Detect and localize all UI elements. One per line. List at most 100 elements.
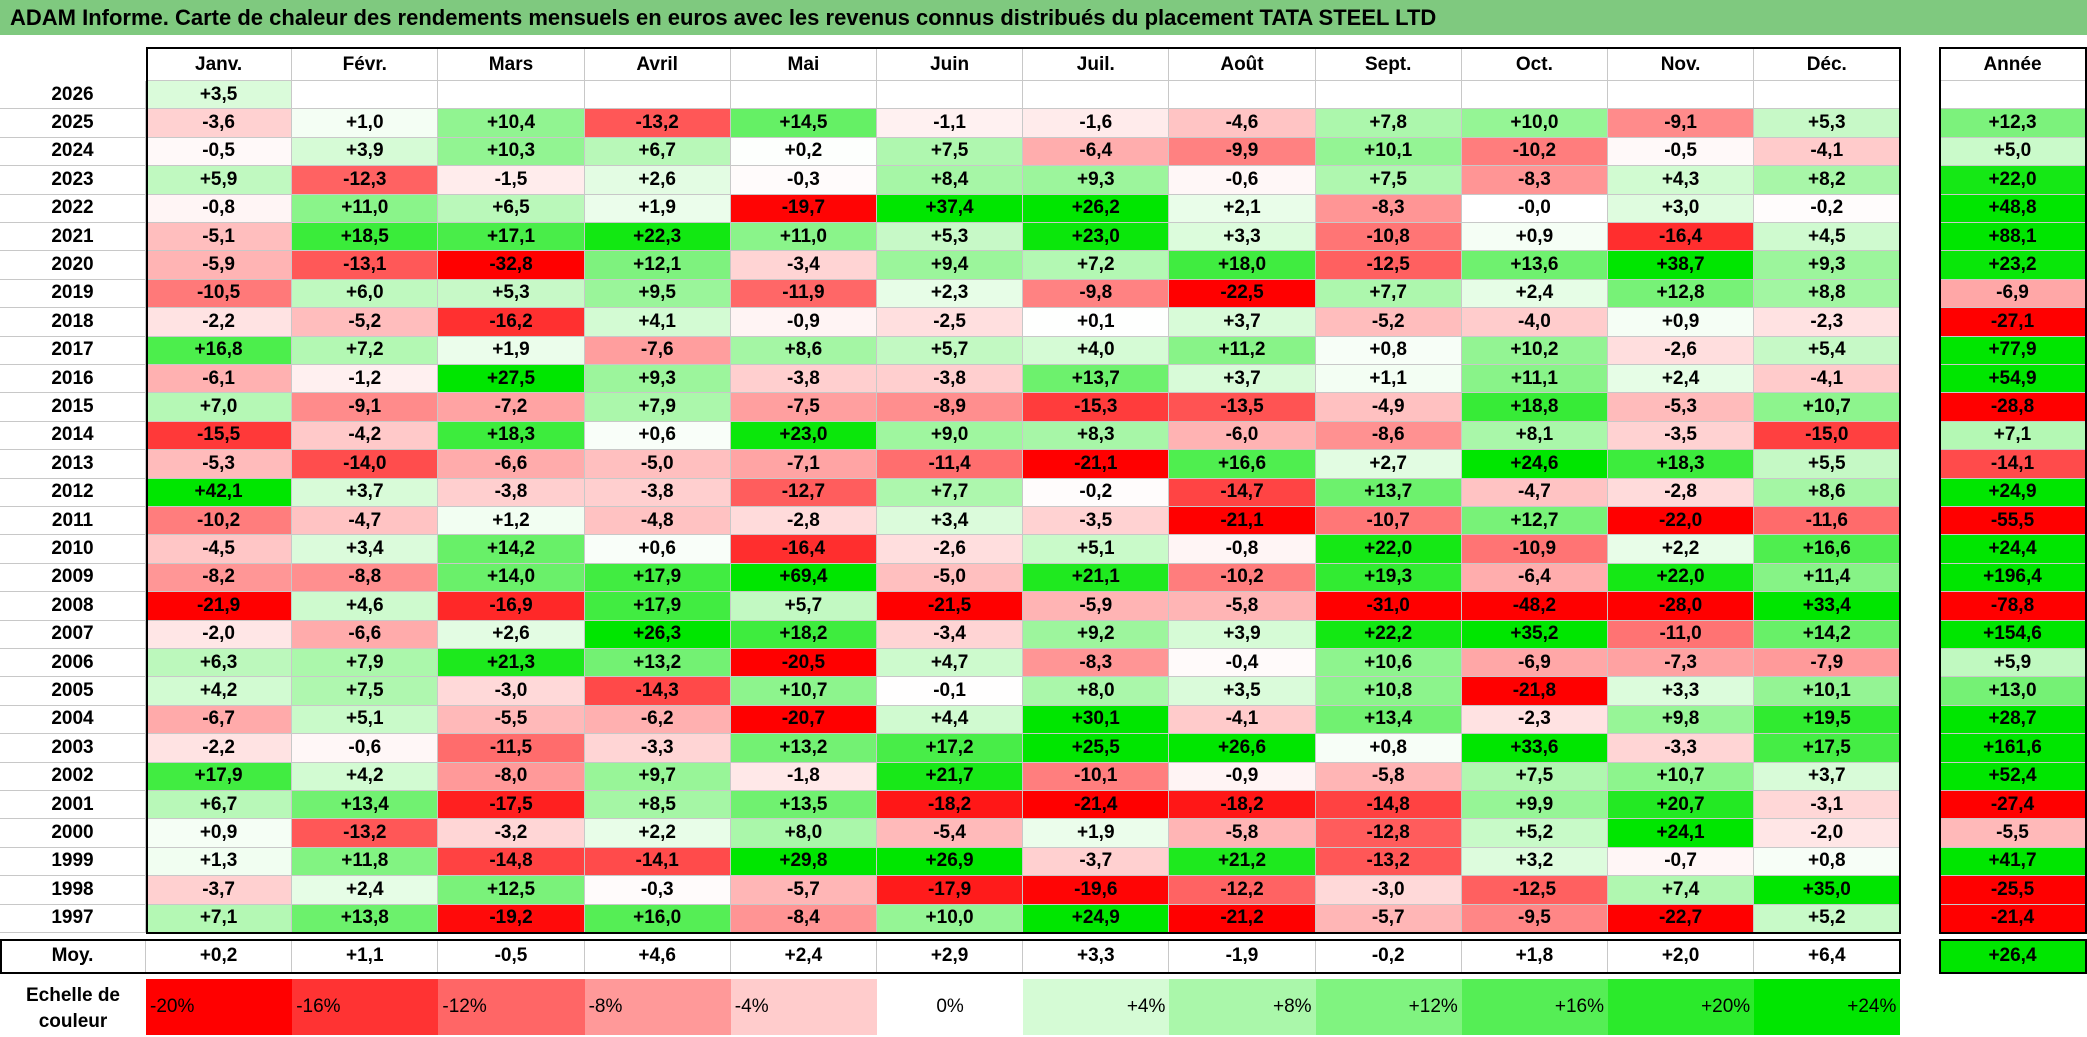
- heatmap-cell: -1,2: [292, 365, 439, 394]
- heatmap-cell: +9,5: [584, 279, 731, 309]
- heatmap-cell: -2,8: [730, 507, 877, 536]
- year-label: 2014: [0, 421, 146, 451]
- heatmap-cell: -0,9: [730, 308, 877, 337]
- heatmap-cell: -19,2: [438, 904, 585, 933]
- heatmap-cell: +18,8: [1461, 393, 1608, 422]
- heatmap-cell: +7,5: [292, 677, 439, 706]
- heatmap-cell: -9,9: [1169, 137, 1316, 167]
- heatmap-cell: +10,3: [438, 137, 585, 167]
- heatmap-cell: +4,0: [1023, 336, 1170, 365]
- heatmap-cell: -21,9: [146, 592, 293, 621]
- heatmap-cell: +30,1: [1023, 705, 1170, 735]
- heatmap-cell: +4,5: [1754, 223, 1901, 252]
- heatmap-cell: -9,1: [1608, 109, 1755, 138]
- heatmap-cell: [1608, 81, 1755, 110]
- annual-cell: +48,8: [1939, 194, 2087, 223]
- annual-cell: +13,0: [1939, 677, 2087, 706]
- heatmap-cell: +10,6: [1315, 649, 1462, 678]
- heatmap-cell: -22,0: [1608, 507, 1755, 536]
- heatmap-cell: -0,6: [1169, 166, 1316, 195]
- heatmap-cell: +7,1: [146, 904, 293, 933]
- heatmap-cell: +21,2: [1169, 847, 1316, 877]
- heatmap-cell: -2,3: [1754, 308, 1901, 337]
- heatmap-cell: +10,0: [1461, 109, 1608, 138]
- heatmap-cell: +26,3: [584, 620, 731, 649]
- year-label: 1999: [0, 847, 146, 877]
- heatmap-cell: -6,9: [1461, 649, 1608, 678]
- heatmap-cell: +16,0: [584, 904, 731, 933]
- heatmap-cell: -21,1: [1169, 507, 1316, 536]
- heatmap-cell: +13,6: [1461, 251, 1608, 280]
- heatmap-cell: -4,1: [1169, 705, 1316, 735]
- heatmap-cell: +6,7: [146, 791, 293, 820]
- heatmap-cell: +16,8: [146, 336, 293, 365]
- annual-cell: [1939, 81, 2087, 110]
- heatmap-cell: -3,5: [1023, 507, 1170, 536]
- heatmap-cell: -32,8: [438, 251, 585, 280]
- heatmap-cell: +7,7: [877, 478, 1024, 507]
- heatmap-cell: -0,2: [1754, 194, 1901, 223]
- month-header: Janv.: [146, 49, 293, 81]
- heatmap-cell: -5,9: [146, 251, 293, 280]
- heatmap-cell: -4,8: [584, 507, 731, 536]
- heatmap-cell: +8,1: [1461, 421, 1608, 451]
- heatmap-cell: +11,8: [292, 847, 439, 877]
- heatmap-cell: +1,2: [438, 507, 585, 536]
- heatmap-cell: -12,3: [292, 166, 439, 195]
- heatmap-cell: +7,9: [584, 393, 731, 422]
- heatmap-cell: +18,3: [438, 421, 585, 451]
- scale-step: -4%: [730, 979, 877, 1035]
- heatmap-cell: -0,8: [1169, 535, 1316, 564]
- heatmap-cell: +10,1: [1315, 137, 1462, 167]
- month-header: Déc.: [1754, 49, 1901, 81]
- heatmap-cell: +10,0: [877, 904, 1024, 933]
- heatmap-cell: +3,0: [1608, 194, 1755, 223]
- heatmap-cell: +4,2: [146, 677, 293, 706]
- average-cell: -0,5: [438, 940, 585, 973]
- heatmap-cell: +17,2: [877, 734, 1024, 763]
- average-cell: +6,4: [1754, 940, 1901, 973]
- heatmap-cell: +7,2: [1023, 251, 1170, 280]
- heatmap-cell: +12,7: [1461, 507, 1608, 536]
- heatmap-cell: +8,5: [584, 791, 731, 820]
- heatmap-cell: +9,3: [1754, 251, 1901, 280]
- heatmap-cell: +5,2: [1754, 904, 1901, 933]
- heatmap-cell: +9,7: [584, 762, 731, 791]
- year-header: Année: [1939, 49, 2087, 81]
- heatmap-cell: -5,1: [146, 223, 293, 252]
- annual-cell: -28,8: [1939, 393, 2087, 422]
- heatmap-cell: -10,9: [1461, 535, 1608, 564]
- annual-cell: +77,9: [1939, 336, 2087, 365]
- heatmap-cell: +9,3: [584, 365, 731, 394]
- heatmap-cell: +2,7: [1315, 450, 1462, 479]
- heatmap-cell: +9,8: [1608, 705, 1755, 735]
- heatmap-cell: -22,7: [1608, 904, 1755, 933]
- heatmap-cell: +7,2: [292, 336, 439, 365]
- heatmap-cell: -4,0: [1461, 308, 1608, 337]
- heatmap-cell: -7,1: [730, 450, 877, 479]
- heatmap-cell: +2,4: [1608, 365, 1755, 394]
- heatmap-cell: +24,9: [1023, 904, 1170, 933]
- heatmap-cell: -3,4: [877, 620, 1024, 649]
- year-label: 2022: [0, 194, 146, 223]
- heatmap-cell: -3,6: [146, 109, 293, 138]
- heatmap-cell: +5,2: [1461, 819, 1608, 848]
- heatmap-cell: -7,3: [1608, 649, 1755, 678]
- heatmap-cell: -5,0: [877, 563, 1024, 593]
- heatmap-cell: -10,7: [1315, 507, 1462, 536]
- heatmap-cell: +8,0: [730, 819, 877, 848]
- heatmap-cell: -8,3: [1023, 649, 1170, 678]
- annual-cell: +23,2: [1939, 251, 2087, 280]
- heatmap-cell: +4,1: [584, 308, 731, 337]
- heatmap-cell: +17,9: [584, 563, 731, 593]
- heatmap-cell: +17,9: [584, 592, 731, 621]
- annual-cell: +22,0: [1939, 166, 2087, 195]
- heatmap-cell: +5,7: [730, 592, 877, 621]
- annual-cell: +28,7: [1939, 705, 2087, 735]
- year-label: 2011: [0, 507, 146, 536]
- heatmap-cell: -2,2: [146, 308, 293, 337]
- heatmap-cell: -11,4: [877, 450, 1024, 479]
- heatmap-cell: +24,1: [1608, 819, 1755, 848]
- heatmap-cell: -9,8: [1023, 279, 1170, 309]
- heatmap-cell: +33,6: [1461, 734, 1608, 763]
